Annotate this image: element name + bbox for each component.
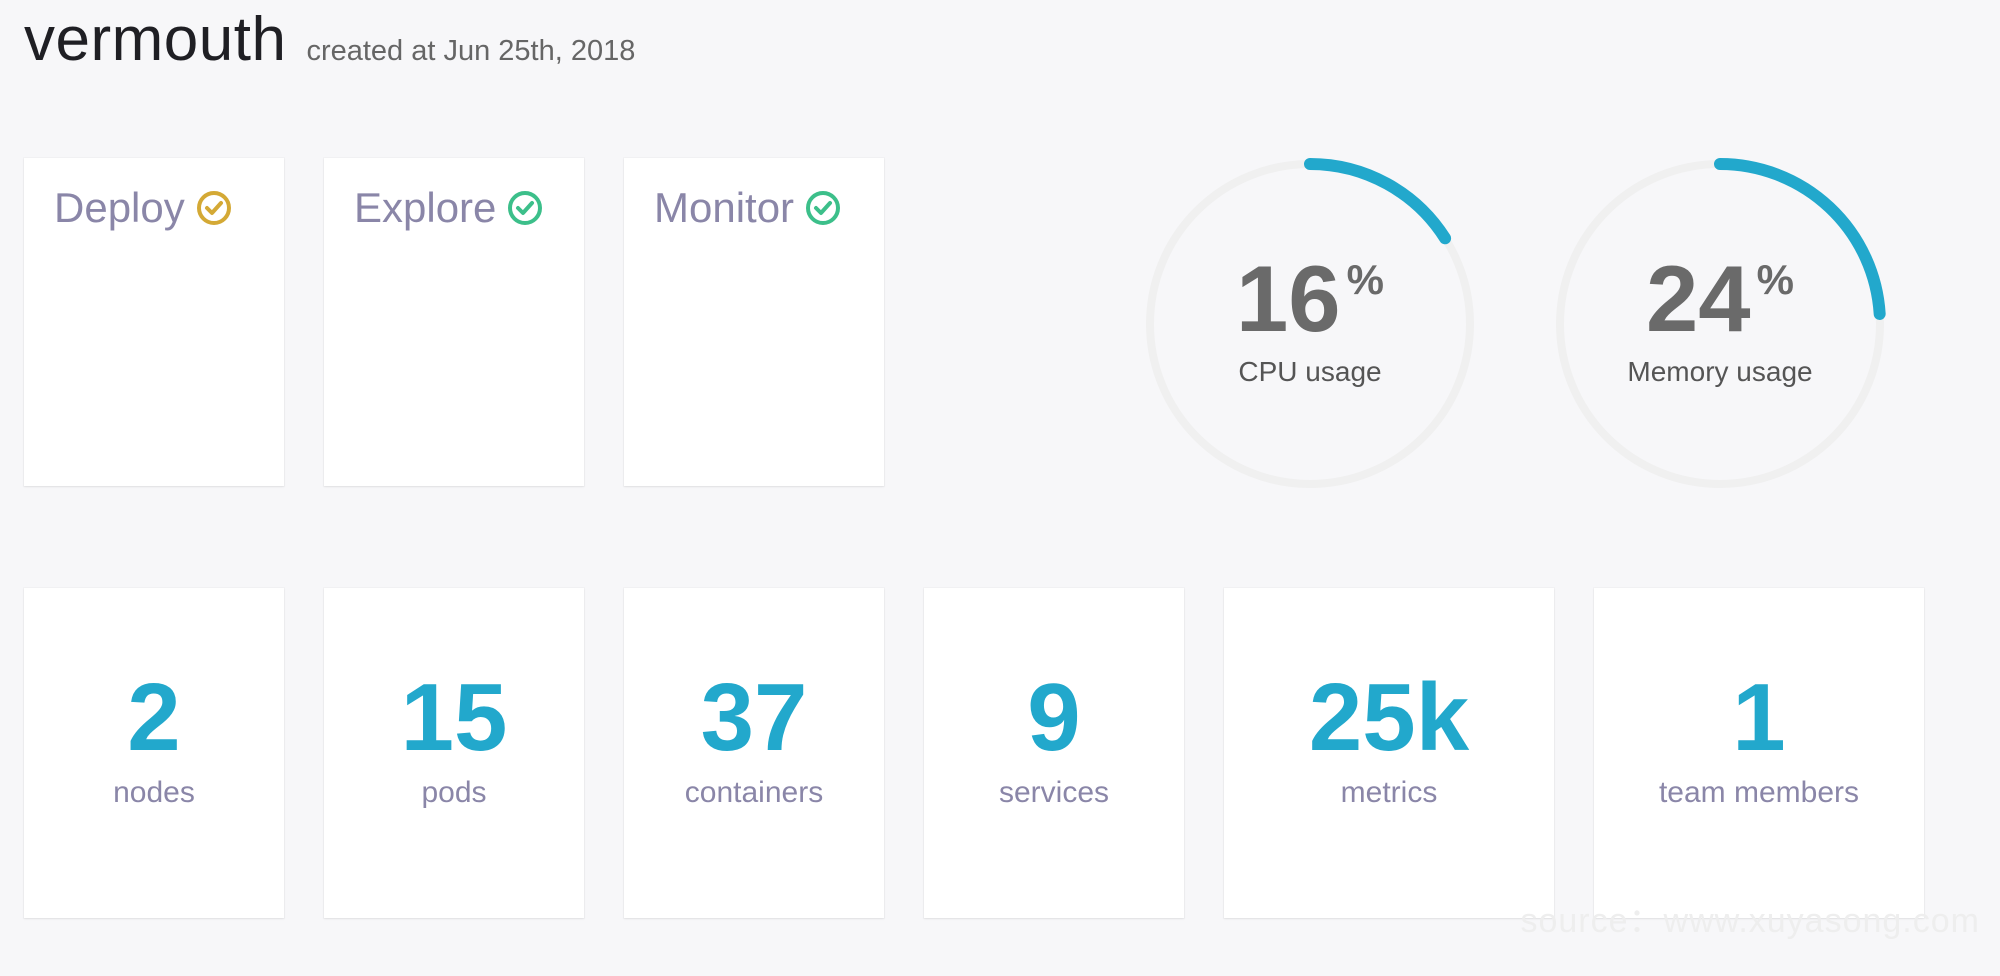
check-circle-icon: [806, 191, 841, 225]
team-members-label: team members: [1658, 776, 1860, 809]
memory-usage-value: 24: [1646, 246, 1751, 351]
memory-usage-gauge: 24% Memory usage: [1554, 158, 1886, 490]
metrics-count: 25k: [1308, 664, 1470, 771]
cpu-usage-gauge: 16% CPU usage: [1144, 158, 1476, 490]
pods-label: pods: [421, 776, 487, 809]
page-header: vermouth created at Jun 25th, 2018: [24, 4, 635, 75]
nodes-label: nodes: [113, 776, 195, 809]
check-circle-icon: [196, 191, 231, 225]
explore-label: Explore: [354, 184, 497, 231]
pods-count: 15: [400, 664, 508, 771]
containers-stat-card[interactable]: 37 containers: [624, 588, 884, 918]
cpu-usage-label: CPU usage: [1238, 356, 1382, 387]
services-count: 9: [1027, 664, 1081, 771]
pods-stat-card[interactable]: 15 pods: [324, 588, 584, 918]
gauge-arc: [1714, 158, 1886, 320]
monitor-card[interactable]: Monitor: [624, 158, 884, 486]
nodes-count: 2: [127, 664, 181, 771]
created-date: created at Jun 25th, 2018: [306, 35, 636, 67]
containers-count: 37: [700, 664, 808, 771]
metrics-label: metrics: [1340, 776, 1438, 809]
memory-usage-label: Memory usage: [1627, 356, 1813, 387]
nodes-stat-card[interactable]: 2 nodes: [24, 588, 284, 918]
monitor-label: Monitor: [654, 184, 795, 231]
percent-sign: %: [1346, 256, 1384, 303]
gauge-arc: [1304, 158, 1452, 245]
services-label: services: [998, 776, 1110, 809]
check-circle-icon: [508, 191, 543, 225]
deploy-card[interactable]: Deploy: [24, 158, 284, 486]
team-members-stat-card[interactable]: 1 team members: [1594, 588, 1924, 918]
source-watermark: source：www.xuyasong.com: [1520, 902, 1980, 940]
percent-sign: %: [1756, 256, 1794, 303]
team-members-count: 1: [1732, 664, 1786, 771]
services-stat-card[interactable]: 9 services: [924, 588, 1184, 918]
containers-label: containers: [684, 776, 824, 809]
page-title: vermouth: [24, 5, 287, 74]
explore-card[interactable]: Explore: [324, 158, 584, 486]
deploy-label: Deploy: [54, 184, 185, 231]
cpu-usage-value: 16: [1236, 246, 1341, 351]
metrics-stat-card[interactable]: 25k metrics: [1224, 588, 1554, 918]
